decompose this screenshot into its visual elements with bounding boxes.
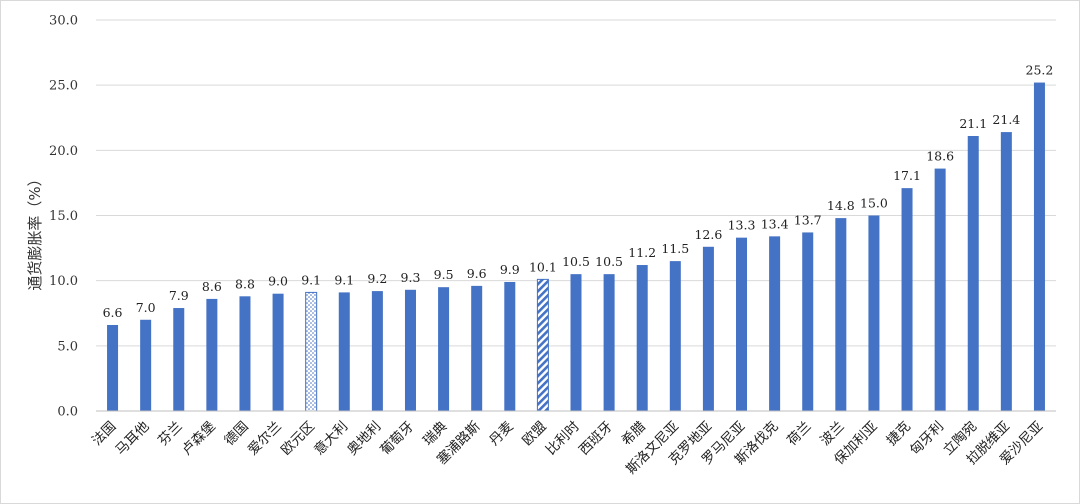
bar-22 [835,218,847,411]
x-tick-label: 欧元区 [278,419,318,459]
x-tick-label: 意大利 [310,418,351,459]
bar-26 [967,135,979,411]
value-label: 9.1 [334,272,354,287]
y-axis-label: 通货膨胀率（%） [26,171,44,290]
x-tick-label: 奥地利 [344,418,385,459]
value-label: 21.4 [992,112,1020,127]
bar-21 [802,232,814,411]
value-label: 18.6 [926,149,954,164]
bar-11 [471,285,483,411]
value-label: 13.4 [761,216,789,231]
y-tick-label: 15.0 [49,209,78,224]
bar-19 [736,237,748,411]
bar-6 [305,291,318,412]
value-label: 12.6 [694,227,722,242]
value-label: 10.1 [529,259,557,274]
bars [107,82,1045,412]
y-tick-label: 20.0 [49,144,78,159]
x-tick-label: 匈牙利 [907,419,947,459]
value-label: 9.1 [301,272,321,287]
bar-10 [438,287,450,411]
value-label: 11.2 [628,245,656,260]
bar-4 [239,296,251,411]
x-tick-label: 荷兰 [784,419,814,449]
bar-14 [570,274,582,411]
x-tick-label: 卢森堡 [179,419,219,459]
bar-5 [272,293,284,411]
bar-2 [173,308,185,411]
bar-7 [338,292,350,411]
bar-0 [107,324,119,411]
value-label: 7.0 [136,300,156,315]
bar-3 [206,298,218,411]
value-labels: 6.6 7.0 7.9 8.6 8.8 9.0 9.1 9.1 9.2 9.3 9.5 9.6 9.9 1… [103,63,1054,320]
value-label: 9.0 [268,274,288,289]
value-label: 9.2 [367,271,387,286]
y-tick-label: 10.0 [49,274,78,289]
x-tick-label: 爱尔兰 [245,419,285,459]
value-label: 17.1 [893,168,921,183]
bar-9 [404,289,416,411]
value-label: 10.5 [562,254,590,269]
value-label: 9.3 [401,270,421,285]
x-tick-label: 马耳他 [113,419,153,459]
x-tick-label: 丹麦 [486,418,517,449]
bar-8 [371,291,383,411]
value-label: 9.9 [500,262,520,277]
y-tick-label: 5.0 [57,339,78,354]
bar-12 [504,281,516,411]
y-tick-label: 30.0 [49,14,78,29]
value-label: 25.2 [1026,63,1054,78]
value-label: 9.6 [467,266,487,281]
y-axis-ticks: 0.0 5.0 10.0 15.0 20.0 25.0 30.0 [49,14,78,420]
value-label: 8.6 [202,279,222,294]
bar-17 [669,261,681,411]
y-tick-label: 0.0 [57,405,78,420]
bar-18 [702,246,714,411]
bar-28 [1033,82,1045,411]
value-label: 9.5 [434,267,454,282]
gridlines [96,19,1056,347]
bar-27 [1000,132,1012,411]
value-label: 8.8 [235,276,255,291]
value-label: 13.7 [794,212,822,227]
value-label: 10.5 [595,254,623,269]
value-label: 6.6 [103,305,123,320]
x-tick-label: 葡萄牙 [377,419,417,459]
y-tick-label: 25.0 [49,79,78,94]
value-label: 13.3 [728,218,756,233]
bar-20 [769,236,781,411]
x-tick-label: 比利时 [543,419,583,459]
x-tick-label: 西班牙 [576,419,616,459]
value-label: 15.0 [860,196,888,211]
bar-23 [868,215,880,411]
value-label: 11.5 [661,241,689,256]
value-label: 7.9 [169,288,189,303]
bar-24 [901,188,913,411]
bar-15 [603,274,615,411]
bar-16 [636,265,648,411]
bar-25 [934,168,946,411]
bar-1 [140,319,152,411]
value-label: 21.1 [959,116,987,131]
value-label: 14.8 [827,198,855,213]
bar-13 [536,278,549,412]
